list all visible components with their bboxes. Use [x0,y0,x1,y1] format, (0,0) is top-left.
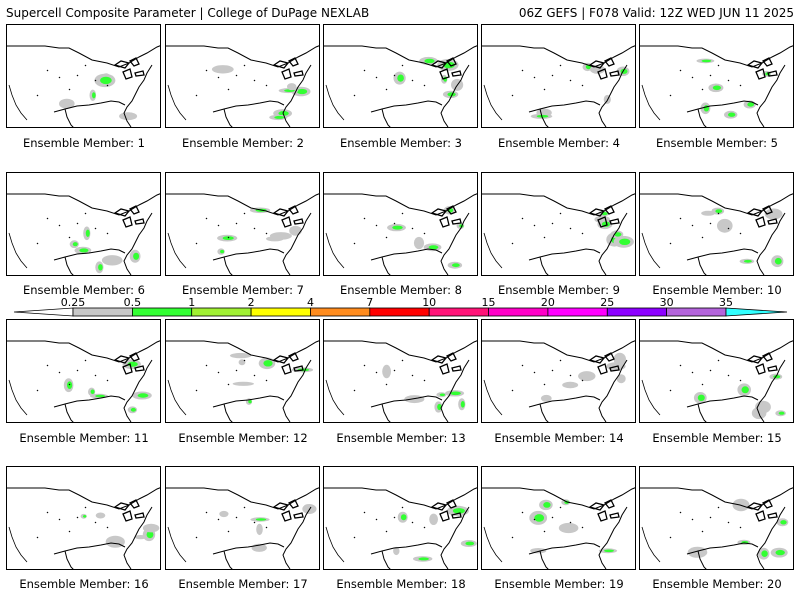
us-map [166,193,319,275]
colorbar-tick-label: 30 [660,297,674,309]
ensemble-member-label: Ensemble Member: 14 [494,431,624,445]
colorbar-segment [606,307,668,317]
us-map [482,340,635,422]
ensemble-member-label: Ensemble Member: 20 [652,577,782,591]
colorbar-segment [428,307,490,317]
ensemble-member-label: Ensemble Member: 1 [23,136,145,150]
colorbar-tick-label: 4 [307,297,314,309]
ensemble-member-label: Ensemble Member: 7 [182,283,304,297]
ensemble-member-map [6,24,161,128]
ensemble-member-label: Ensemble Member: 16 [19,577,149,591]
us-map [640,45,793,127]
ensemble-member-map [639,466,794,570]
colorbar-segment [488,307,549,317]
ensemble-member-map [481,24,636,128]
color-scale-bar: 0.25 0.5 1 2 4 7 10 15 20 25 30 35 [13,297,788,317]
ensemble-member-map [165,319,320,423]
us-map [324,45,477,127]
ensemble-member-map [481,319,636,423]
colorbar-segment [666,307,727,317]
ensemble-member-label: Ensemble Member: 19 [494,577,624,591]
colorbar-tick-label: 35 [719,297,733,309]
ensemble-member-label: Ensemble Member: 5 [656,136,778,150]
us-map [640,487,793,569]
us-map [324,487,477,569]
ensemble-member-label: Ensemble Member: 17 [178,577,308,591]
ensemble-member-map [639,24,794,128]
us-map [7,340,160,422]
us-map [482,193,635,275]
colorbar-tick-label: 10 [422,297,436,309]
ensemble-member-label: Ensemble Member: 10 [652,283,782,297]
us-map [7,193,160,275]
ensemble-member-label: Ensemble Member: 3 [340,136,462,150]
colorbar-tick-label: 0.25 [61,297,86,309]
ensemble-member-map [165,466,320,570]
ensemble-member-map [6,319,161,423]
ensemble-member-map [323,172,478,276]
ensemble-member-label: Ensemble Member: 8 [340,283,462,297]
us-map [640,340,793,422]
us-map [324,340,477,422]
colorbar-segment [131,307,193,317]
ensemble-member-label: Ensemble Member: 6 [23,283,145,297]
us-map [482,45,635,127]
ensemble-member-map [165,24,320,128]
us-map [324,193,477,275]
colorbar-tick-label: 7 [366,297,373,309]
ensemble-member-label: Ensemble Member: 2 [182,136,304,150]
colorbar-segment [547,307,608,317]
colorbar-segment [369,307,430,317]
colorbar-tick-label: 15 [482,297,496,309]
us-map [7,45,160,127]
us-map [482,487,635,569]
ensemble-member-map [481,172,636,276]
ensemble-member-label: Ensemble Member: 15 [652,431,782,445]
colorbar-tick-label: 20 [541,297,555,309]
ensemble-member-map [323,319,478,423]
ensemble-member-map [323,466,478,570]
page-title: Supercell Composite Parameter | College … [6,6,370,20]
us-map [640,193,793,275]
ensemble-member-label: Ensemble Member: 12 [178,431,308,445]
colorbar-tick-label: 2 [248,297,255,309]
colorbar-segment [72,307,133,317]
ensemble-member-map [639,319,794,423]
ensemble-member-map [6,172,161,276]
ensemble-member-label: Ensemble Member: 11 [19,431,149,445]
ensemble-member-map [6,466,161,570]
ensemble-member-label: Ensemble Member: 13 [336,431,466,445]
ensemble-member-map [165,172,320,276]
colorbar-tick-label: 0.5 [124,297,142,309]
ensemble-member-label: Ensemble Member: 4 [498,136,620,150]
us-map [7,487,160,569]
us-map [166,45,319,127]
colorbar-segment [310,307,371,317]
us-map [166,487,319,569]
ensemble-member-map [639,172,794,276]
ensemble-member-map [323,24,478,128]
ensemble-member-label: Ensemble Member: 9 [498,283,620,297]
colorbar-tick-label: 25 [600,297,614,309]
colorbar-tick-label: 1 [188,297,195,309]
ensemble-member-map [481,466,636,570]
ensemble-member-label: Ensemble Member: 18 [336,577,466,591]
colorbar-segment [191,307,252,317]
colorbar-segment [250,307,311,317]
forecast-valid-time: 06Z GEFS | F078 Valid: 12Z WED JUN 11 20… [518,6,794,20]
us-map [166,340,319,422]
colorbar-right-arrow [725,307,788,317]
colorbar-left-arrow [13,307,74,317]
